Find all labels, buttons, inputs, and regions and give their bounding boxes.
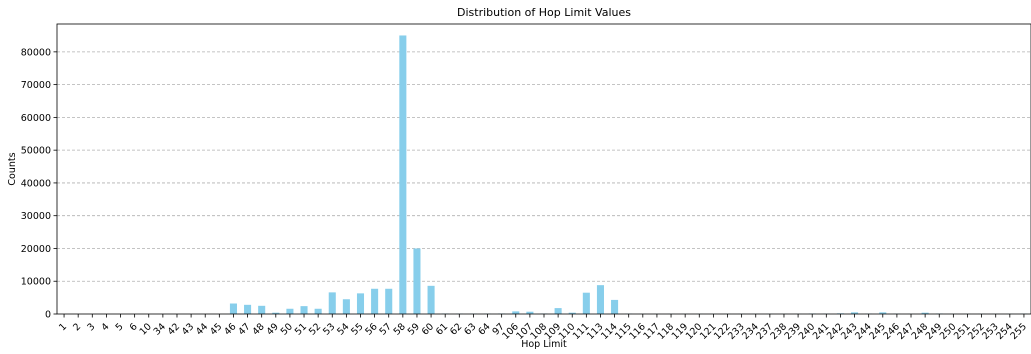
- bar-54: [343, 299, 350, 314]
- bars: [230, 35, 1028, 314]
- bar-53: [329, 292, 336, 314]
- chart-title: Distribution of Hop Limit Values: [457, 6, 631, 19]
- x-tick-label: 2: [71, 321, 83, 333]
- gridlines: [57, 52, 1031, 281]
- y-tick-label: 60000: [21, 113, 51, 124]
- bar-113: [597, 285, 604, 314]
- y-tick-label: 10000: [21, 277, 51, 288]
- x-tick-label: 4: [99, 321, 111, 333]
- y-tick-label: 80000: [21, 47, 51, 58]
- bar-111: [583, 293, 590, 314]
- bar-59: [413, 248, 420, 314]
- bar-109: [555, 308, 562, 314]
- bar-48: [258, 306, 265, 314]
- x-axis-label: Hop Limit: [521, 339, 567, 350]
- bar-47: [244, 305, 251, 314]
- bar-55: [357, 293, 364, 314]
- x-tick-label: 1: [57, 321, 69, 333]
- bar-52: [315, 309, 322, 314]
- y-axis-ticks: 0 10000 20000 30000 40000 50000 60000 70000 8000…: [21, 47, 57, 320]
- y-tick-label: 40000: [21, 178, 51, 189]
- bar-58: [399, 35, 406, 314]
- bar-57: [385, 289, 392, 314]
- bar-51: [301, 306, 308, 314]
- y-tick-label: 70000: [21, 80, 51, 91]
- x-tick-label: 5: [114, 321, 126, 333]
- x-tick-label: 255: [1008, 321, 1029, 342]
- y-tick-label: 50000: [21, 146, 51, 157]
- bar-56: [371, 289, 378, 314]
- bar-60: [428, 286, 435, 314]
- bar-114: [611, 300, 618, 314]
- plot-frame: [57, 24, 1031, 314]
- y-axis-label: Counts: [7, 152, 18, 185]
- bar-50: [286, 309, 293, 314]
- bar-46: [230, 304, 237, 314]
- y-tick-label: 30000: [21, 211, 51, 222]
- y-tick-label: 20000: [21, 244, 51, 255]
- x-tick-label: 3: [85, 321, 97, 333]
- y-tick-label: 0: [45, 310, 51, 321]
